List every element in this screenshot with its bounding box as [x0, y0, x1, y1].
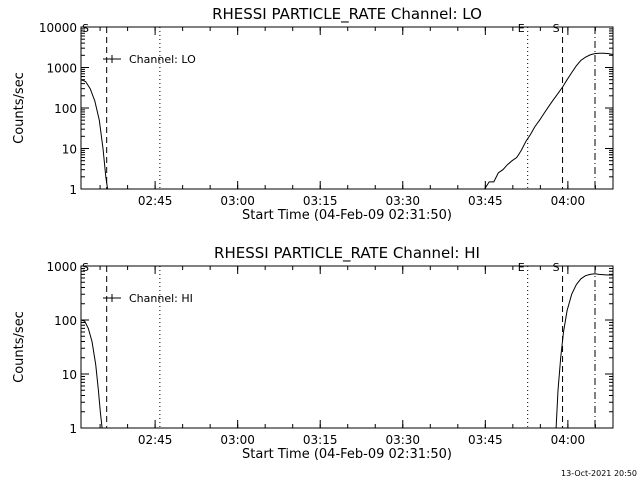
panel-1-series-0-segment-0: [81, 79, 109, 189]
panel-2-x-tick-label-3: 03:30: [385, 433, 420, 447]
panel-2-x-axis-label: Start Time (04-Feb-09 02:31:50): [242, 447, 452, 462]
panel-1-y-tick-label-3: 1000: [46, 62, 77, 76]
generation-timestamp: 13-Oct-2021 20:50: [561, 469, 637, 478]
panel-2-corner-marker-label: S: [82, 261, 89, 274]
panel-2-marker-label-2: E: [518, 261, 525, 274]
panel-2-title: RHESSI PARTICLE_RATE Channel: HI: [214, 244, 480, 263]
panel-1-corner-marker-label: S: [82, 22, 89, 35]
panel-2-x-tick-label-2: 03:15: [303, 433, 338, 447]
panel-2-legend-label: Channel: HI: [129, 292, 193, 305]
panel-1-y-tick-label-1: 10: [62, 143, 77, 157]
panel-1-y-tick-label-0: 1: [69, 183, 77, 197]
panel-1-x-axis-label: Start Time (04-Feb-09 02:31:50): [242, 208, 452, 223]
panel-1-x-tick-label-4: 03:45: [468, 194, 503, 208]
panel-2-y-axis-label: Counts/sec: [12, 311, 27, 383]
panel-1-marker-label-3: S: [553, 22, 560, 35]
panel-1-x-tick-label-0: 02:45: [138, 194, 173, 208]
panel-1-x-tick-label-1: 03:00: [220, 194, 255, 208]
panel-2-y-tick-label-1: 10: [62, 368, 77, 382]
panel-1-y-axis-label: Counts/sec: [12, 72, 27, 144]
panel-1-series-0-segment-1: [484, 52, 613, 189]
panel-2-marker-label-3: S: [553, 261, 560, 274]
panel-2-x-tick-label-5: 04:00: [551, 433, 586, 447]
panel-2-x-tick-label-4: 03:45: [468, 433, 503, 447]
panel-2-series-0-segment-1: [555, 273, 613, 428]
panel-2-series-0-segment-0: [81, 319, 103, 428]
panel-1-x-tick-label-2: 03:15: [303, 194, 338, 208]
panel-1-title: RHESSI PARTICLE_RATE Channel: LO: [212, 5, 482, 24]
panel-1-legend-label: Channel: LO: [129, 53, 196, 66]
panel-2-x-tick-label-1: 03:00: [220, 433, 255, 447]
panel-2-y-tick-label-0: 1: [69, 422, 77, 436]
panel-1-marker-label-2: E: [518, 22, 525, 35]
panel-2-x-tick-label-0: 02:45: [138, 433, 173, 447]
panel-1-x-tick-label-5: 04:00: [551, 194, 586, 208]
panel-2-y-tick-label-2: 100: [54, 314, 77, 328]
panel-1-y-tick-label-4: 10000: [39, 21, 77, 35]
panel-1-frame: [80, 26, 614, 190]
panel-2-frame: [80, 265, 614, 429]
panel-2-y-tick-label-3: 1000: [46, 260, 77, 274]
panel-1-y-tick-label-2: 100: [54, 102, 77, 116]
panel-1-x-tick-label-3: 03:30: [385, 194, 420, 208]
